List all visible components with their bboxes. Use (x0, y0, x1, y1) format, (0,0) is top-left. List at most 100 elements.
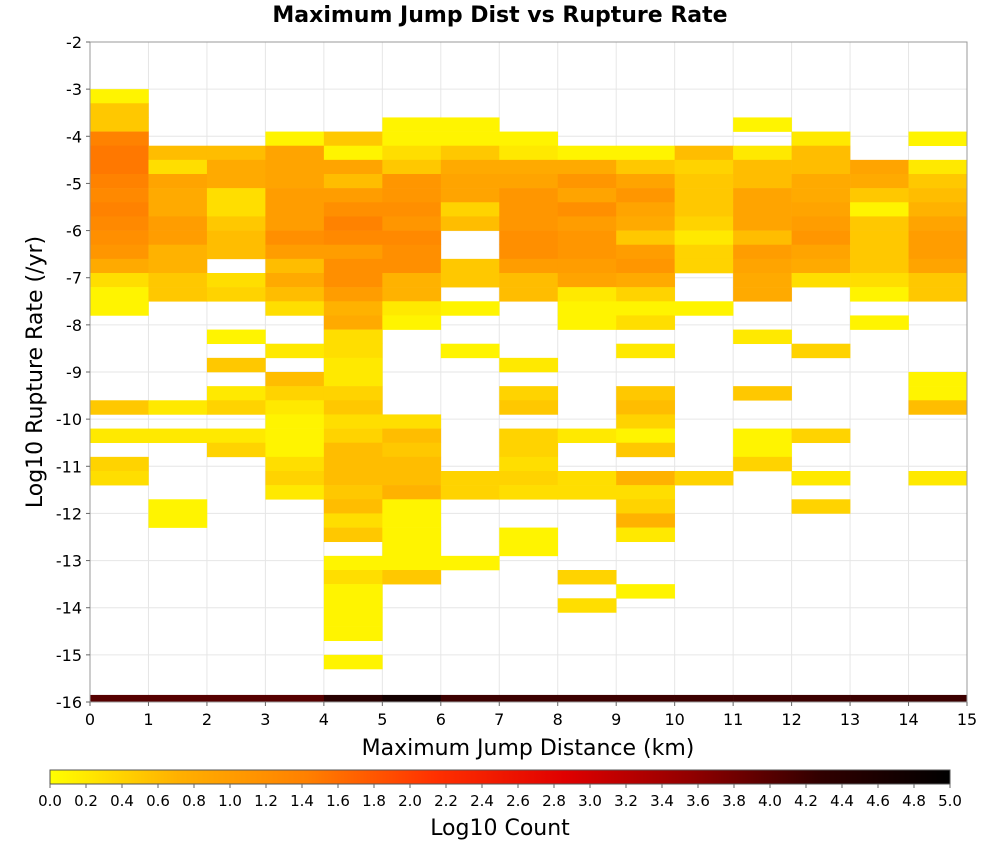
heatmap-cell (850, 230, 909, 246)
heatmap-cell (323, 694, 383, 702)
heatmap-cell (90, 258, 149, 274)
x-tick-label: 10 (664, 710, 684, 729)
heatmap-cell (90, 230, 149, 246)
colorbar-label: Log10 Count (430, 816, 570, 841)
heatmap-cell (206, 174, 266, 189)
heatmap-cell (206, 202, 266, 217)
x-tick-label: 2 (202, 710, 212, 729)
heatmap-cell (323, 428, 383, 444)
heatmap-cell (323, 626, 383, 642)
heatmap-cell (908, 258, 968, 274)
heatmap-cell (791, 471, 851, 486)
chart-title: Maximum Jump Dist vs Rupture Rate (272, 3, 727, 28)
heatmap-cell (674, 145, 734, 161)
heatmap-cell (908, 400, 968, 415)
heatmap-cell (616, 216, 675, 231)
heatmap-cell (557, 570, 617, 585)
x-tick-label: 9 (611, 710, 621, 729)
heatmap-cell (206, 273, 266, 288)
x-tick-label: 8 (553, 710, 563, 729)
heatmap-cell (323, 570, 383, 585)
heatmap-cell (908, 230, 968, 246)
heatmap-cell (382, 442, 442, 458)
colorbar-tick-label: 1.4 (290, 792, 314, 810)
heatmap-cell (733, 145, 792, 161)
heatmap-cell (674, 188, 734, 203)
heatmap-cell (323, 131, 383, 147)
heatmap-cell (440, 258, 500, 274)
heatmap-cell (908, 202, 968, 217)
heatmap-cell (148, 258, 208, 274)
heatmap-cell (382, 471, 442, 486)
heatmap-cell (499, 541, 559, 557)
heatmap-cell (382, 230, 442, 246)
heatmap-cell (440, 131, 500, 147)
heatmap-cell (382, 694, 442, 702)
heatmap-cell (733, 329, 792, 345)
heatmap-cell (499, 400, 559, 415)
heatmap-cell (265, 471, 325, 486)
heatmap-cell (440, 694, 500, 702)
heatmap-cell (557, 202, 617, 217)
heatmap-cell (206, 694, 266, 702)
heatmap-cell (382, 188, 442, 203)
heatmap-cell (674, 174, 734, 189)
heatmap-cell (323, 372, 383, 387)
heatmap-cell (440, 301, 500, 316)
heatmap-cell (148, 159, 208, 175)
heatmap-cell (440, 174, 500, 189)
heatmap-cell (382, 555, 442, 571)
heatmap-cell (206, 386, 266, 401)
heatmap-cell (616, 343, 675, 359)
heatmap-cell (265, 485, 325, 500)
heatmap-cell (206, 357, 266, 373)
heatmap-cell (733, 188, 792, 203)
heatmap-cell (674, 694, 734, 702)
heatmap-cell (382, 174, 442, 189)
heatmap-cell (90, 694, 149, 702)
colorbar-tick-label: 1.2 (254, 792, 278, 810)
heatmap-cell (440, 555, 500, 571)
heatmap-cell (791, 273, 851, 288)
colorbar-tick-label: 2.8 (542, 792, 566, 810)
heatmap-cell (90, 174, 149, 189)
colorbar-tick-label: 0.8 (182, 792, 206, 810)
heatmap-cell (323, 315, 383, 330)
heatmap-cell (323, 216, 383, 231)
heatmap-cell (323, 400, 383, 415)
heatmap-cell (440, 216, 500, 231)
heatmap-cell (206, 145, 266, 161)
heatmap-cell (323, 145, 383, 161)
y-tick-label: -4 (66, 127, 82, 146)
y-tick-label: -11 (56, 457, 82, 476)
heatmap-cell (323, 174, 383, 189)
heatmap-cell (557, 301, 617, 316)
heatmap-cell (265, 202, 325, 217)
heatmap-cell (382, 428, 442, 444)
heatmap-cell (908, 159, 968, 175)
colorbar-tick-label: 0.0 (38, 792, 62, 810)
heatmap-cell (323, 485, 383, 500)
heatmap-cell (674, 258, 734, 274)
heatmap-cell (440, 343, 500, 359)
heatmap-cell (616, 315, 675, 330)
heatmap-cell (323, 244, 383, 260)
x-tick-label: 1 (143, 710, 153, 729)
y-tick-label: -6 (66, 222, 82, 241)
heatmap-cell (499, 131, 559, 147)
y-tick-label: -8 (66, 316, 82, 335)
colorbar-tick-label: 3.8 (722, 792, 746, 810)
heatmap-cell (90, 428, 149, 444)
heatmap-cell (733, 202, 792, 217)
heatmap-cell (616, 145, 675, 161)
heatmap-cell (265, 131, 325, 147)
heatmap-cell (791, 145, 851, 161)
heatmap-cell (323, 188, 383, 203)
heatmap-cell (323, 555, 383, 571)
heatmap-cell (557, 471, 617, 486)
heatmap-cell (90, 188, 149, 203)
x-tick-label: 12 (781, 710, 801, 729)
heatmap-cell (791, 694, 851, 702)
heatmap-cell (499, 694, 559, 702)
heatmap-cell (616, 273, 675, 288)
